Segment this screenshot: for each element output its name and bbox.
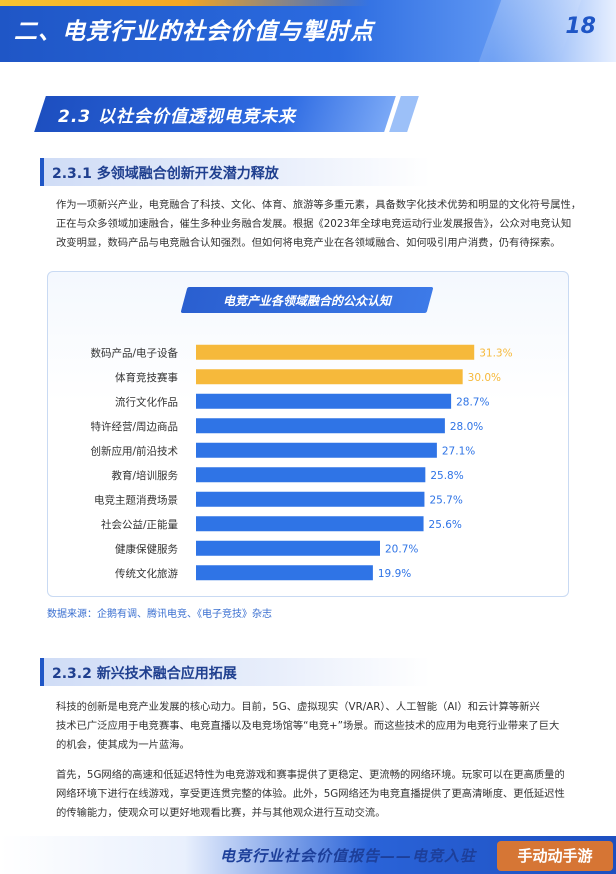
data-source: 数据来源：企鹅有调、腾讯电竞、《电子竞技》杂志 — [47, 609, 272, 620]
header-band — [0, 0, 616, 62]
paragraph-line: 首先，5G网络的高速和低延迟特性为电竞游戏和赛事提供了更稳定、更流畅的网络环境。… — [56, 769, 565, 781]
paragraph-line: 技术已广泛应用于电竞赛事、电竞直播以及电竞场馆等“电竞+”场景。而这些技术的应用… — [56, 720, 560, 732]
header-accent — [0, 0, 616, 6]
paragraph-1: 作为一项新兴产业，电竞融合了科技、文化、体育、旅游等多重元素，具备数字化技术优势… — [56, 196, 582, 253]
page-number: 18 — [565, 14, 596, 39]
paragraph-line: 的机会，使其成为一片蓝海。 — [56, 739, 190, 751]
section-title: 2.3 以社会价值透视电竞未来 — [58, 107, 297, 127]
paragraph-line: 网络环境下进行在线游戏，享受更连贯完整的体验。此外，5G网络还为电竞直播提供了更… — [56, 788, 565, 800]
watermark-logo: 手动动手游 — [497, 841, 613, 871]
subsection-heading-2-text: 2.3.2 新兴技术融合应用拓展 — [52, 666, 237, 682]
paragraph-2: 科技的创新是电竞产业发展的核心动力。目前，5G、虚拟现实（VR/AR）、人工智能… — [56, 698, 566, 755]
subsection-heading-2: 2.3.2 新兴技术融合应用拓展 — [40, 658, 430, 686]
paragraph-3: 首先，5G网络的高速和低延迟特性为电竞游戏和赛事提供了更稳定、更流畅的网络环境。… — [56, 766, 566, 823]
paragraph-line: 正在与众多领域加速融合，催生多种业务融合发展。根据《2023年全球电竞运动行业发… — [56, 218, 572, 230]
paragraph-line: 作为一项新兴产业，电竞融合了科技、文化、体育、旅游等多重元素，具备数字化技术优势… — [56, 199, 582, 211]
paragraph-line: 的传输能力，使观众可以更好地观看比赛，并与其他观众进行互动交流。 — [56, 807, 386, 819]
paragraph-line: 科技的创新是电竞产业发展的核心动力。目前，5G、虚拟现实（VR/AR）、人工智能… — [56, 701, 540, 713]
chapter-title: 二、电竞行业的社会价值与掣肘点 — [14, 19, 374, 45]
paragraph-line: 改变明显，数码产品与电竞融合认知强烈。但如何将电竞产业在各领域融合、如何吸引用户… — [56, 237, 561, 249]
footer-title: 电竞行业社会价值报告——电竞入驻 — [220, 847, 477, 865]
chart-card — [47, 271, 569, 597]
chart-title: 电竞产业各领域融合的公众认知 — [222, 294, 391, 308]
subsection-heading-1-text: 2.3.1 多领域融合创新开发潜力释放 — [52, 166, 279, 182]
subsection-heading-1: 2.3.1 多领域融合创新开发潜力释放 — [40, 158, 430, 186]
